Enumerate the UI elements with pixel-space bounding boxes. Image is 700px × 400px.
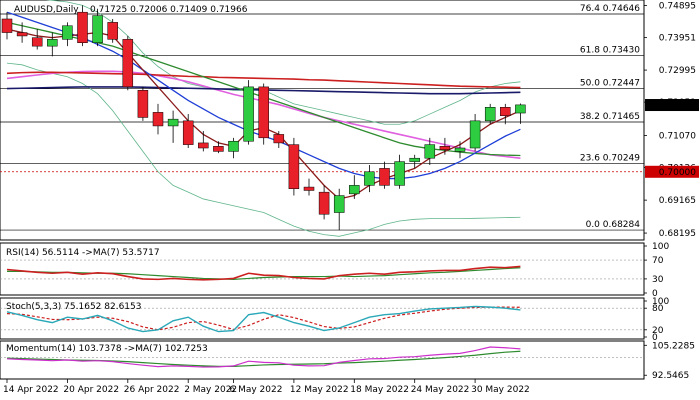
candle-body (243, 86, 254, 142)
x-tick-label: 14 Apr 2022 (3, 385, 59, 395)
candle-body (394, 161, 405, 186)
price-tick-label: 0.69165 (659, 196, 696, 206)
price-tick-label: 0.74895 (659, 2, 696, 12)
fib-label: 38.2 0.71465 (580, 112, 640, 122)
fib-label: 50.0 0.72447 (580, 79, 640, 89)
x-tick-label: 20 Apr 2022 (63, 385, 119, 395)
momentum-label: Momentum(14) 103.7378 ->MA(7) 102.7253 (6, 344, 208, 354)
candle-body (500, 107, 511, 117)
candle-body (182, 120, 194, 145)
candle-body (439, 146, 451, 150)
fib-label: 61.8 0.73430 (580, 45, 640, 55)
rsi-label: RSI(14) 56.5114 ->MA(7) 53.5717 (6, 248, 160, 258)
candle-body (364, 171, 375, 186)
red-level-label: 0.70000 (659, 168, 696, 178)
candle-body (318, 191, 330, 215)
candle-body (454, 147, 466, 152)
fib-levels: 76.4 0.74646 61.8 0.73430 50.0 0.72447 38.2… (0, 4, 644, 231)
candle-body (1, 18, 13, 33)
candle-body (228, 140, 239, 152)
candle-body (515, 104, 526, 114)
candle-body (213, 146, 224, 152)
candle-body (92, 15, 103, 43)
candle-body (62, 25, 73, 40)
momentum-panel: 105.2285 92.5465 (0, 341, 695, 381)
candle-body (469, 120, 481, 149)
last-price-label: 0.71966 (659, 101, 696, 111)
x-tick-label: 6 May 2022 (230, 385, 283, 395)
fib-label: 0.0 0.68284 (586, 220, 641, 230)
tick-label: 20 (652, 326, 664, 336)
candle-body (288, 144, 300, 190)
candle-body (333, 195, 345, 213)
price-tick-label: 0.73951 (659, 34, 696, 44)
stoch-d-line (6, 306, 521, 331)
candle-body (273, 134, 285, 144)
x-tick-label: 12 May 2022 (290, 385, 349, 395)
x-tick-label: 2 May 2022 (184, 385, 237, 395)
x-tick-label: 26 Apr 2022 (124, 385, 180, 395)
price-panel-frame (0, 0, 645, 241)
candle-body (303, 186, 315, 191)
stoch-label: Stoch(5,3,3) 75.1652 82.6153 (6, 302, 141, 312)
price-tick-label: 0.71070 (659, 131, 696, 141)
candle-body (349, 185, 360, 195)
tick-label: 100 (652, 297, 669, 307)
tick-label: 0 (652, 333, 658, 343)
candle-body (424, 144, 436, 159)
candle-body (167, 118, 179, 127)
tick-label: 30 (652, 275, 664, 285)
stoch-panel-frame (0, 297, 645, 340)
x-axis: 14 Apr 2022 20 Apr 2022 26 Apr 2022 2 May 2… (3, 379, 530, 395)
candle-body (77, 11, 88, 43)
fib-label: 76.4 0.74646 (580, 4, 640, 14)
candle-body (258, 86, 269, 139)
tick-label: 92.5465 (652, 371, 689, 381)
x-tick-label: 18 May 2022 (350, 385, 409, 395)
candle-body (409, 157, 420, 162)
x-tick-label: 30 May 2022 (471, 385, 530, 395)
candle-body (16, 32, 28, 37)
red-level-badge (645, 165, 699, 178)
tick-label: 100 (652, 242, 669, 252)
candle-body (152, 112, 164, 127)
price-tick-label: 0.68195 (659, 229, 696, 239)
candles (1, 5, 526, 231)
candle-body (107, 22, 118, 40)
x-tick-label: 24 May 2022 (411, 385, 470, 395)
candle-body (198, 142, 209, 149)
rsi-panel-frame (0, 242, 645, 296)
rsi-line (6, 265, 521, 281)
symbol-label: AUDUSD,Daily (14, 5, 79, 15)
sma_red-line (6, 71, 521, 89)
stoch-k-line (6, 305, 521, 333)
price-axis: 0.748950.739510.729950.720510.710700.701… (644, 2, 699, 239)
candle-body (122, 39, 134, 88)
ohlc-label: 0.71725 0.72006 0.71409 0.71966 (90, 5, 248, 15)
candle-body (484, 107, 496, 122)
candle-body (379, 168, 390, 186)
candle-body (47, 39, 58, 47)
tick-label: 0 (652, 289, 658, 299)
tick-label: 70 (652, 256, 664, 266)
momentum-panel-frame (0, 340, 645, 380)
price-tick-label: 0.72995 (659, 66, 696, 76)
candle-body (137, 90, 149, 118)
tick-label: 80 (652, 304, 664, 314)
last-price-badge (645, 99, 699, 112)
rsi-panel: 100 70 30 0 (0, 242, 669, 299)
fib-label: 23.6 0.70249 (580, 153, 640, 163)
momentum-line (6, 346, 521, 368)
tick-label: 105.2285 (652, 341, 695, 351)
bollinger-lower (6, 62, 521, 237)
candle-body (31, 37, 43, 47)
